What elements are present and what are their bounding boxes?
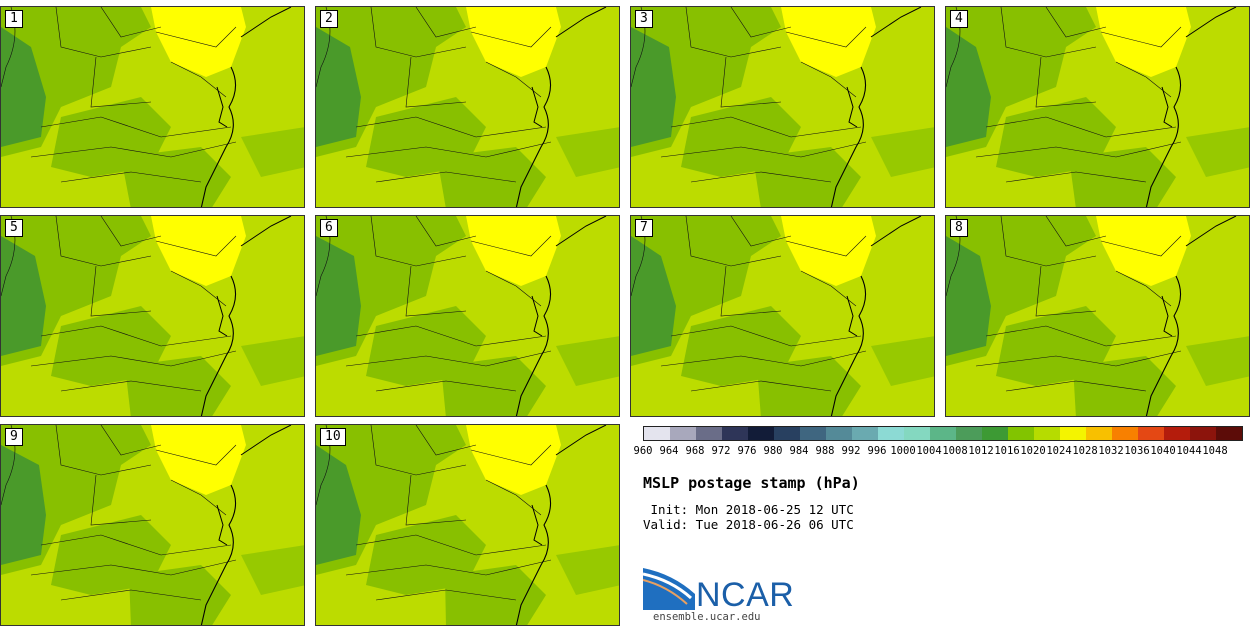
colorbar-tick-label: 964 (659, 445, 679, 457)
colorbar-swatch (930, 427, 956, 440)
chart-title: MSLP postage stamp (hPa) (643, 474, 860, 492)
map-panel-5: 5 (0, 215, 305, 417)
colorbar-tick-label: 1024 (1046, 445, 1072, 457)
colorbar-tick-label: 1028 (1072, 445, 1098, 457)
colorbar-swatch (644, 427, 670, 440)
site-url: ensemble.ucar.edu (653, 611, 761, 623)
colorbar-swatch (1086, 427, 1112, 440)
colorbar-swatch (800, 427, 826, 440)
colorbar-tick-label: 1040 (1150, 445, 1176, 457)
colorbar-swatch (748, 427, 774, 440)
map-panel-4: 4 (945, 6, 1250, 208)
init-time: Init: Mon 2018-06-25 12 UTC (643, 502, 854, 517)
colorbar-tick-label: 980 (763, 445, 783, 457)
map-panel-8: 8 (945, 215, 1250, 417)
colorbar-tick-label: 984 (789, 445, 809, 457)
colorbar-swatch (774, 427, 800, 440)
panel-number: 6 (320, 219, 338, 237)
colorbar-swatch (1190, 427, 1216, 440)
map-panel-3: 3 (630, 6, 935, 208)
panel-number: 3 (635, 10, 653, 28)
colorbar-tick-label: 1036 (1124, 445, 1150, 457)
colorbar-swatch (1138, 427, 1164, 440)
panel-number: 5 (5, 219, 23, 237)
colorbar-swatch (878, 427, 904, 440)
map-panel-1: 1 (0, 6, 305, 208)
colorbar-tick-label: 1048 (1202, 445, 1228, 457)
colorbar-tick-label: 972 (711, 445, 731, 457)
colorbar-swatch (852, 427, 878, 440)
colorbar-swatch (722, 427, 748, 440)
colorbar-swatch (904, 427, 930, 440)
colorbar-tick-label: 968 (685, 445, 705, 457)
colorbar-tick-label: 1012 (968, 445, 994, 457)
colorbar-tick-label: 1032 (1098, 445, 1124, 457)
colorbar-tick-label: 1008 (942, 445, 968, 457)
colorbar-tick-label: 996 (867, 445, 887, 457)
ncar-logo-mark (642, 568, 695, 610)
colorbar-swatch (1112, 427, 1138, 440)
colorbar-tick-label: 1020 (1020, 445, 1046, 457)
map-panel-7: 7 (630, 215, 935, 417)
colorbar-swatch (1034, 427, 1060, 440)
colorbar-tick-label: 1044 (1176, 445, 1202, 457)
colorbar-tick-label: 1004 (916, 445, 942, 457)
colorbar-tick-label: 976 (737, 445, 757, 457)
colorbar-swatch (982, 427, 1008, 440)
valid-time: Valid: Tue 2018-06-26 06 UTC (643, 517, 854, 532)
panel-number: 9 (5, 428, 23, 446)
colorbar-tick-label: 1016 (994, 445, 1020, 457)
panel-number: 8 (950, 219, 968, 237)
panel-number: 2 (320, 10, 338, 28)
colorbar-swatch (826, 427, 852, 440)
colorbar-tick-label: 1000 (890, 445, 916, 457)
map-panel-6: 6 (315, 215, 620, 417)
panel-number: 7 (635, 219, 653, 237)
map-panel-2: 2 (315, 6, 620, 208)
map-panel-10: 10 (315, 424, 620, 626)
colorbar: 960 964 968 972 976 980 984 988 992 996 1000 1004 10… (634, 426, 1243, 459)
map-panel-9: 9 (0, 424, 305, 626)
colorbar-swatches (643, 426, 1243, 441)
colorbar-tick-label: 988 (815, 445, 835, 457)
ncar-logo: NCAR (642, 568, 794, 614)
panel-number: 10 (320, 428, 346, 446)
colorbar-swatch (1008, 427, 1034, 440)
colorbar-swatch (1060, 427, 1086, 440)
colorbar-tick-label: 992 (841, 445, 861, 457)
panel-number: 4 (950, 10, 968, 28)
colorbar-swatch (956, 427, 982, 440)
colorbar-swatch (670, 427, 696, 440)
ncar-logo-text: NCAR (696, 576, 795, 614)
colorbar-swatch (696, 427, 722, 440)
colorbar-tick-label: 960 (633, 445, 653, 457)
colorbar-ticks: 960 964 968 972 976 980 984 988 992 996 1000 1004 10… (634, 445, 1243, 459)
colorbar-swatch (1164, 427, 1190, 440)
panel-number: 1 (5, 10, 23, 28)
colorbar-swatch (1216, 427, 1242, 440)
